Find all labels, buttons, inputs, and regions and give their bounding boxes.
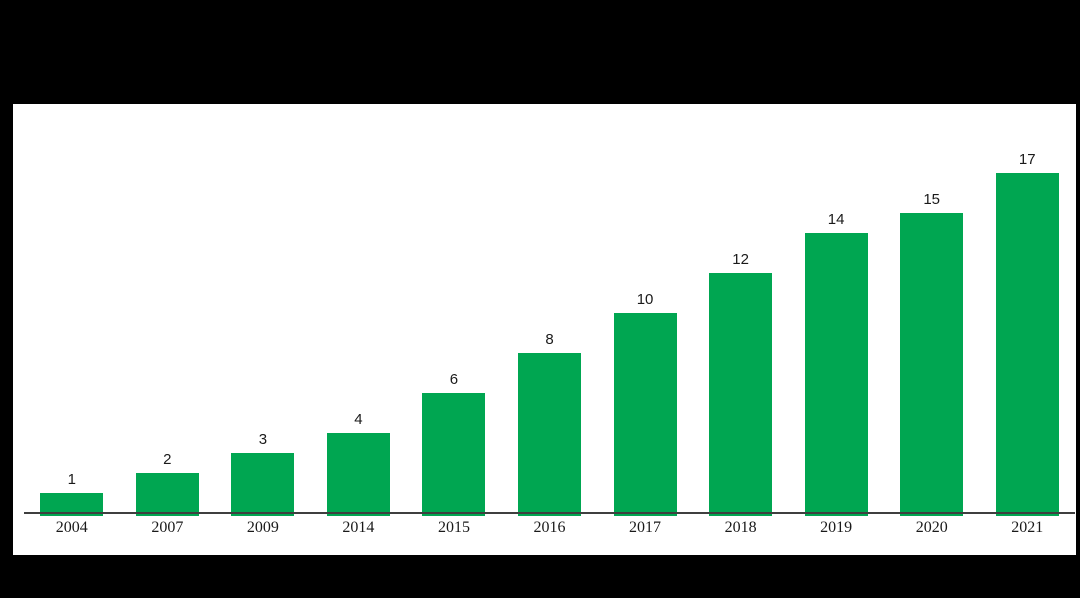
x-axis-tick-label: 2020	[915, 519, 948, 536]
bar	[135, 473, 199, 516]
bar	[709, 273, 773, 516]
bar-slot: 3 2009	[215, 104, 311, 536]
bar-slot: 8 2016	[502, 104, 598, 536]
bar-value-label: 10	[636, 291, 654, 308]
bar-slot: 4 2014	[311, 104, 407, 536]
bar-slot: 15 2020	[884, 104, 980, 536]
bar	[900, 213, 964, 516]
x-axis-tick-label: 2004	[55, 519, 88, 536]
x-axis-tick-label: 2014	[342, 519, 375, 536]
bar-value-label: 8	[545, 331, 554, 348]
x-axis-line	[24, 512, 1075, 514]
x-axis-tick-label: 2019	[820, 519, 853, 536]
bar	[422, 393, 486, 516]
bar-value-label: 17	[1018, 151, 1036, 168]
bar-slot: 2 2007	[120, 104, 216, 536]
bar	[613, 313, 677, 516]
x-axis-tick-label: 2015	[437, 519, 470, 536]
bar-slot: 10 2017	[597, 104, 693, 536]
x-axis-tick-label: 2021	[1011, 519, 1044, 536]
bar-chart: 1 2004 2 2007 3 2009 4 2014 6 2015 8 2016 10 2017 12 20…	[24, 104, 1075, 536]
bar-value-label: 6	[449, 371, 459, 388]
bar-value-label: 15	[923, 191, 941, 208]
x-axis-tick-label: 2007	[151, 519, 184, 536]
bar	[326, 433, 390, 516]
bar-value-label: 14	[827, 211, 845, 228]
bar	[40, 493, 104, 516]
bar-value-label: 4	[354, 411, 363, 428]
x-axis-tick-label: 2017	[629, 519, 662, 536]
x-axis-tick-label: 2016	[533, 519, 566, 536]
bar	[231, 453, 295, 516]
bar-value-label: 12	[732, 251, 749, 268]
bar-slot: 12 2018	[693, 104, 789, 536]
bar-slot: 6 2015	[406, 104, 502, 536]
bar-slot: 14 2019	[788, 104, 884, 536]
bar-value-label: 1	[67, 471, 76, 488]
x-axis-tick-label: 2018	[724, 519, 757, 536]
bar-value-label: 3	[258, 431, 268, 448]
bar	[518, 353, 581, 516]
x-axis-tick-label: 2009	[246, 519, 279, 536]
bar	[804, 233, 868, 516]
chart-panel: 1 2004 2 2007 3 2009 4 2014 6 2015 8 2016 10 2017 12 20…	[13, 104, 1076, 555]
bar-slot: 1 2004	[24, 104, 120, 536]
bar-value-label: 2	[163, 451, 172, 468]
bar-slot: 17 2021	[979, 104, 1075, 536]
bar	[995, 173, 1059, 516]
